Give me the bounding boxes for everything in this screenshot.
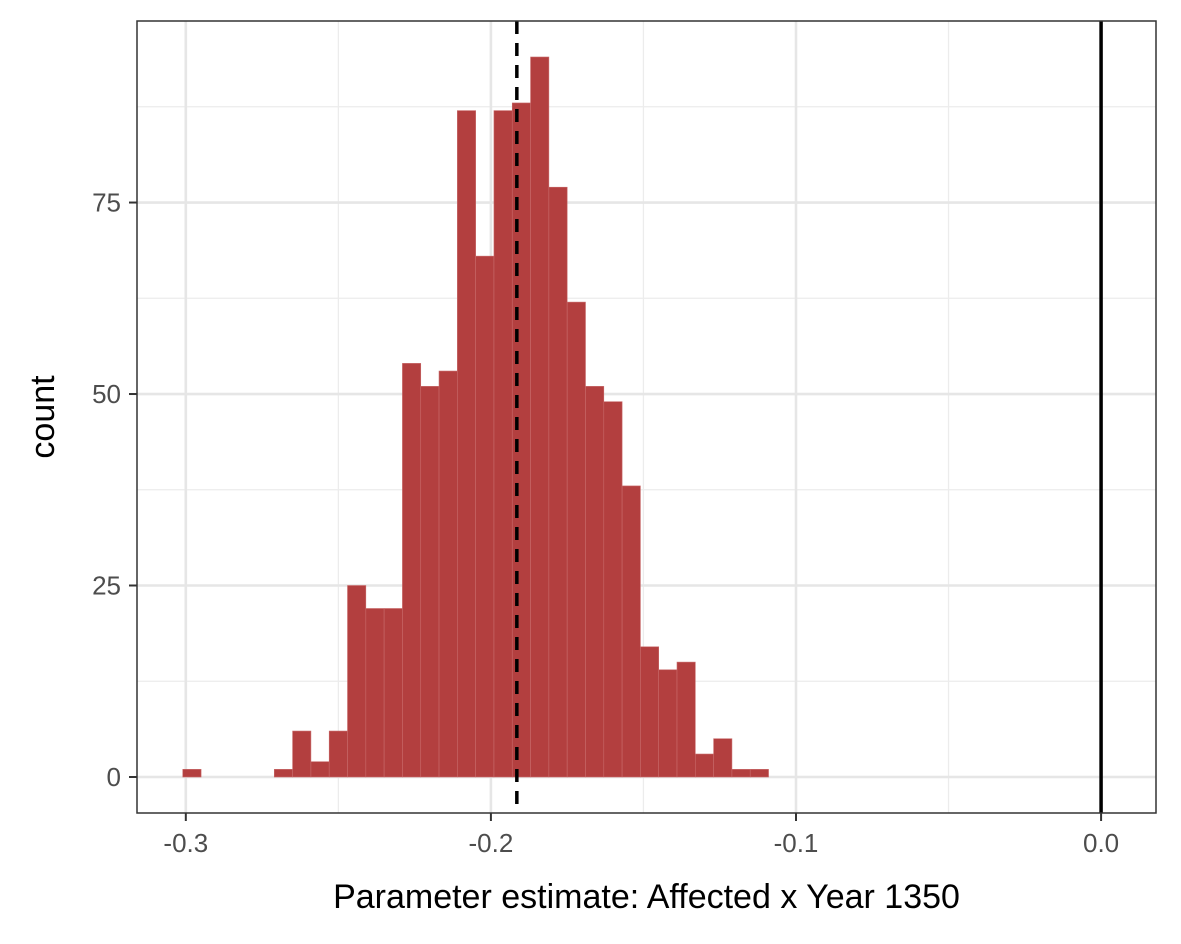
y-axis-title: count	[24, 375, 62, 459]
x-tick-label: -0.3	[163, 828, 208, 858]
histogram-bar	[676, 661, 696, 778]
histogram-bar	[530, 56, 550, 778]
histogram-bar	[310, 761, 330, 778]
histogram-bar	[621, 485, 641, 778]
histogram-bar	[566, 301, 586, 778]
histogram-bar	[292, 730, 312, 778]
x-axis: -0.3 -0.2 -0.1 0.0	[163, 813, 1119, 858]
x-tick-label: -0.2	[468, 828, 513, 858]
histogram-bar	[475, 255, 495, 778]
grid-minor	[137, 21, 1156, 813]
histogram-bars	[182, 56, 769, 778]
y-tick-label: 0	[107, 762, 121, 792]
histogram-bar	[347, 585, 367, 778]
histogram-bar	[695, 753, 714, 778]
histogram-bar	[438, 370, 458, 778]
y-tick-label: 50	[92, 379, 121, 409]
histogram-bar	[640, 646, 660, 778]
histogram-bar	[749, 769, 769, 778]
histogram-bar	[457, 110, 476, 778]
histogram-bar	[420, 386, 440, 778]
histogram-bar	[182, 769, 202, 778]
y-tick-label: 75	[92, 188, 121, 218]
histogram-bar	[383, 608, 403, 778]
histogram-bar	[402, 363, 422, 778]
histogram-bar	[548, 186, 568, 778]
histogram-bar	[328, 730, 348, 778]
histogram-bar	[273, 769, 293, 778]
histogram-bar	[603, 401, 623, 778]
x-tick-label: -0.1	[774, 828, 819, 858]
plot-panel-border	[136, 20, 1157, 814]
histogram-bar	[731, 769, 751, 778]
reference-lines	[515, 21, 1103, 813]
histogram-bar	[365, 608, 385, 778]
y-axis: 0 25 50 75	[92, 188, 137, 792]
histogram-bar	[713, 738, 733, 778]
y-tick-label: 25	[92, 571, 121, 601]
histogram-bar	[585, 386, 605, 778]
histogram-bar	[493, 110, 513, 778]
x-tick-label: 0.0	[1083, 828, 1119, 858]
histogram-bar	[511, 102, 531, 778]
histogram-bar	[658, 669, 678, 778]
x-axis-title: Parameter estimate: Affected x Year 1350	[333, 878, 960, 916]
